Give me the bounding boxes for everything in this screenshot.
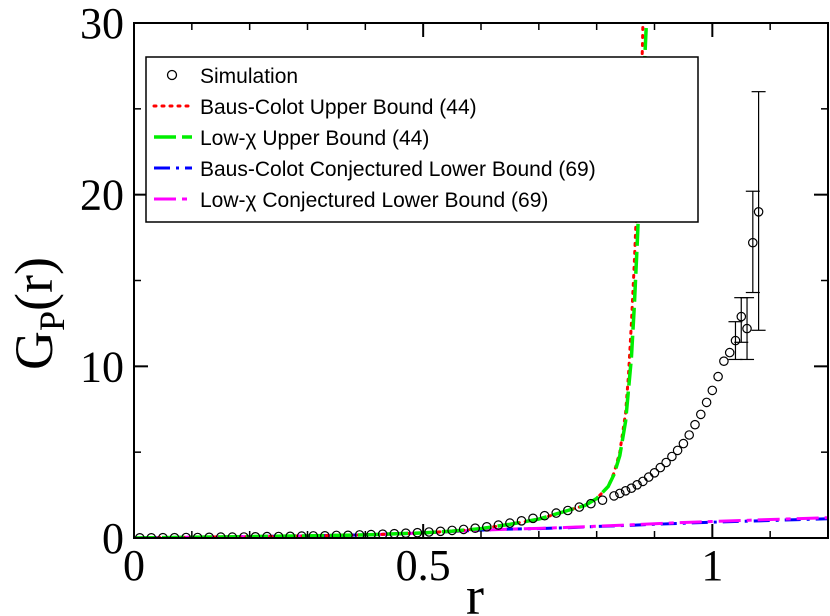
sim-point: [273, 531, 284, 538]
sim-point: [614, 488, 625, 499]
sim-point: [649, 467, 660, 478]
sim-point: [366, 529, 376, 538]
legend-label: Baus-Colot Conjectured Lower Bound (69): [200, 158, 596, 181]
sim-point: [597, 495, 608, 505]
legend-marker: [166, 69, 178, 81]
series-line-lowchi-lower: [134, 516, 828, 538]
sim-point: [296, 531, 307, 538]
y-tick-label: 0: [102, 514, 124, 563]
y-axis-title-main: G: [4, 331, 64, 370]
y-axis-title-subscript: P: [32, 311, 72, 331]
sim-point: [470, 523, 480, 533]
sim-point: [655, 462, 666, 473]
legend: Simulation Baus-Colot Upper Bound (44) Low…: [145, 56, 699, 223]
sim-point: [620, 485, 631, 496]
x-tick-label: 1: [701, 541, 723, 590]
sim-point: [661, 457, 671, 468]
legend-label: Low-χ Conjectured Lower Bound (69): [200, 189, 548, 212]
sim-point: [250, 532, 261, 538]
legend-entry-bc-lower: Baus-Colot Conjectured Lower Bound (69): [154, 158, 596, 181]
sim-point: [667, 451, 677, 462]
sim-point: [701, 397, 712, 408]
sim-point: [574, 502, 585, 512]
sim-point: [377, 529, 388, 538]
sim-point: [412, 527, 423, 538]
x-axis-title: r: [466, 566, 484, 616]
legend-label: Low-χ Upper Bound (44): [200, 127, 429, 150]
sim-point: [516, 515, 527, 526]
sim-point: [435, 526, 446, 537]
sim-point: [684, 430, 694, 440]
sim-point: [331, 530, 342, 538]
legend-label: Simulation: [200, 65, 298, 88]
sim-point: [713, 371, 723, 382]
sim-point: [643, 472, 654, 482]
sim-point: [308, 531, 319, 538]
y-axis-title: GP(r): [4, 257, 72, 370]
x-tick-label: 0.5: [396, 541, 451, 590]
legend-entry-sim: Simulation: [166, 65, 298, 88]
sim-point: [285, 531, 295, 538]
sim-point: [695, 409, 706, 420]
y-axis-title-tail: (r): [4, 257, 64, 311]
legend-box: [145, 56, 699, 223]
sim-point: [262, 531, 272, 538]
legend-entry-lowchi-upper: Low-χ Upper Bound (44): [154, 127, 429, 150]
sim-point: [690, 419, 700, 430]
sim-point: [539, 510, 550, 521]
sim-point: [719, 356, 729, 366]
legend-entry-lowchi-lower: Low-χ Conjectured Lower Bound (69): [154, 189, 548, 212]
sim-point: [707, 385, 718, 396]
y-tick-label: 30: [80, 0, 124, 48]
legend-label: Baus-Colot Upper Bound (44): [200, 96, 477, 119]
y-tick-label: 20: [80, 171, 124, 220]
sim-point: [562, 505, 573, 516]
sim-point: [447, 525, 457, 536]
sim-point: [672, 445, 683, 456]
sim-point: [586, 498, 596, 509]
x-tick-label: 0: [123, 541, 145, 590]
sim-point: [551, 508, 561, 518]
sim-point: [528, 513, 538, 524]
sim-point: [343, 530, 353, 538]
sim-point: [724, 347, 735, 358]
sim-point: [424, 527, 434, 537]
y-tick-label: 10: [80, 342, 124, 391]
sim-point: [678, 438, 689, 449]
sim-point: [320, 531, 330, 538]
sim-point: [481, 521, 492, 532]
sim-point: [609, 491, 619, 501]
sim-point: [505, 518, 515, 528]
sim-point: [458, 524, 469, 535]
sim-point: [354, 530, 365, 538]
sim-point: [493, 520, 504, 530]
legend-entry-bc-upper: Baus-Colot Upper Bound (44): [152, 96, 477, 119]
